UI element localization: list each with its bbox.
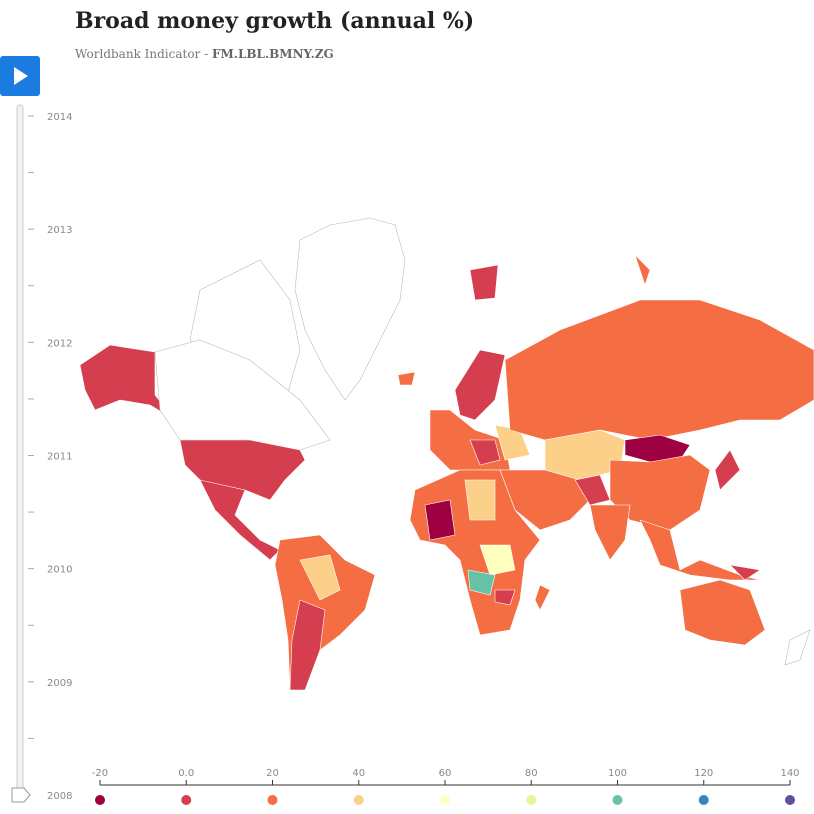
year-label: 2014 (47, 112, 72, 123)
legend-swatch (267, 795, 278, 805)
legend-label: 140 (780, 768, 799, 779)
slider-track (16, 104, 24, 796)
legend-label: 100 (608, 768, 627, 779)
year-label: 2013 (47, 225, 72, 236)
legend-swatch (95, 795, 105, 805)
legend-swatch (526, 795, 537, 805)
year-label: 2009 (47, 678, 72, 689)
title: Broad money growth (annual %) (75, 8, 475, 34)
legend-swatch (612, 795, 623, 805)
legend-label: 40 (352, 768, 365, 779)
play-button[interactable] (0, 56, 40, 96)
legend-swatch (785, 795, 795, 805)
world-map (79, 217, 814, 691)
legend-label: 80 (525, 768, 538, 779)
indicator-code: FM.LBL.BMNY.ZG (211, 47, 334, 61)
year-label: 2011 (47, 452, 72, 463)
legend-swatch (181, 795, 192, 805)
legend-swatch (698, 795, 709, 805)
subtitle: Worldbank Indicator - FM.LBL.BMNY.ZG (75, 47, 334, 61)
subtitle-prefix: Worldbank Indicator - (75, 47, 212, 61)
legend-label: -20 (92, 768, 108, 779)
legend-swatch (353, 795, 364, 805)
legend-label: 60 (439, 768, 452, 779)
legend-label: 0.0 (178, 768, 194, 779)
legend-swatch (440, 795, 450, 805)
slider-handle[interactable] (11, 787, 31, 803)
legend-label: 20 (266, 768, 279, 779)
year-label: 2012 (47, 338, 72, 349)
year-label: 2010 (47, 565, 72, 576)
play-icon (14, 67, 28, 85)
year-label: 2008 (47, 791, 72, 802)
legend-label: 120 (694, 768, 713, 779)
